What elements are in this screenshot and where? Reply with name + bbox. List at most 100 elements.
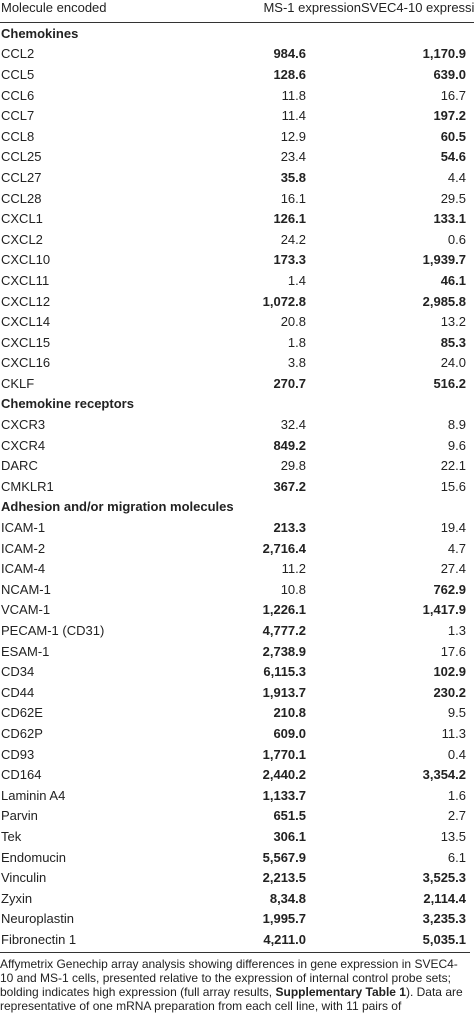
table-cell: PECAM-1 (CD31) [1,623,105,639]
table-row: CCL7 11.4 197.2 [0,105,474,126]
table-row: ICAM-4 11.2 27.4 [0,558,474,579]
table-cell: 4,777.2 [262,623,306,639]
table-cell: 0.6 [447,231,466,247]
section-row: Chemokine receptors [0,394,474,415]
table-cell: CXCL11 [1,272,50,288]
header-cell: SVEC4-10 expression [361,0,474,15]
footnote-text: ). Data are representative of one mRNA p… [0,984,463,1015]
table-cell: 849.2 [273,437,306,453]
table-row: CXCL15 1.8 85.3 [0,332,474,353]
table-cell: 24.0 [440,355,466,371]
table-cell: Laminin A4 [1,787,66,803]
table-cell: 126.1 [273,211,306,227]
table-row: CD62E 210.8 9.5 [0,703,474,724]
table-cell: 4.4 [447,169,466,185]
table-cell: 1.3 [447,623,466,639]
table-row: Endomucin 5,567.9 6.1 [0,847,474,868]
table-cell: CD93 [1,746,35,762]
table-cell: 20.8 [280,314,306,330]
table-row: CXCR4 849.2 9.6 [0,435,474,456]
table-row: CCL2 984.6 1,170.9 [0,44,474,65]
footnote-text: Affymetrix Genechip array analysis showi… [0,956,458,999]
table-cell: 210.8 [273,705,306,721]
table-cell: 213.3 [273,520,306,536]
table-cell: 6,115.3 [263,664,306,680]
table-row: CCL25 23.4 54.6 [0,147,474,168]
section-title: Adhesion and/or migration molecules [1,499,234,515]
table-cell: 35.8 [280,169,306,185]
table-cell: 32.4 [280,417,306,433]
table-cell: CXCL12 [1,293,51,309]
table-cell: 19.4 [440,520,466,536]
table-cell: CCL6 [1,87,35,103]
table-cell: 1.8 [287,334,306,350]
table-cell: 128.6 [273,66,306,82]
table-cell: ICAM-2 [1,540,46,556]
table-cell: 133.1 [433,211,466,227]
table-row: Laminin A4 1,133.7 1.6 [0,785,474,806]
section-row: Adhesion and/or migration molecules [0,497,474,518]
table-cell: 9.6 [447,437,466,453]
table-cell: 23.4 [280,149,306,165]
table-cell: 2,213.5 [262,870,306,886]
table-cell: 9.5 [447,705,466,721]
table-cell: 10.8 [280,581,306,597]
table-cell: 5,567.9 [262,849,306,865]
table-row: CD62P 609.0 11.3 [0,723,474,744]
table-cell: 762.9 [433,581,466,597]
table-cell: 270.7 [273,375,306,391]
table-row: CXCL2 24.2 0.6 [0,229,474,250]
table-row: CXCL1 126.1 133.1 [0,208,474,229]
table-row: ICAM-1 213.3 19.4 [0,517,474,538]
table-row: CXCR3 32.4 8.9 [0,414,474,435]
table-row: CD34 6,115.3 102.9 [0,661,474,682]
table-cell: 230.2 [433,684,466,700]
table-row: CXCL14 20.8 13.2 [0,311,474,332]
table-cell: CCL25 [1,149,42,165]
table-cell: 60.5 [440,128,466,144]
table-cell: CXCL16 [1,355,51,371]
table-cell: 1,995.7 [262,911,306,927]
table-row: Parvin 651.5 2.7 [0,806,474,827]
table-cell: 11.8 [281,87,306,103]
header-cell: MS-1 expression [263,0,361,15]
table-cell: NCAM-1 [1,581,51,597]
table-cell: Neuroplastin [1,911,74,927]
table-cell: ICAM-4 [1,561,46,577]
table-cell: CCL5 [1,66,35,82]
table-cell: 609.0 [273,725,306,741]
table-row: Fibronectin 1 4,211.0 5,035.1 [0,929,474,950]
table-row: NCAM-1 10.8 762.9 [0,579,474,600]
table-row: CCL6 11.8 16.7 [0,85,474,106]
table-cell: 3,525.3 [422,870,466,886]
header-cell: Molecule encoded [1,0,107,15]
table-cell: Endomucin [1,849,67,865]
table-cell: 2.7 [447,808,466,824]
table-row: CCL28 16.1 29.5 [0,188,474,209]
table-cell: 16.7 [440,87,466,103]
table-cell: 1,226.1 [262,602,306,618]
table-cell: 46.1 [440,272,466,288]
table-cell: 173.3 [273,252,306,268]
table-cell: 3,235.3 [422,911,466,927]
table-cell: 85.3 [440,334,466,350]
table-cell: 3,354.2 [422,767,466,783]
table-cell: Parvin [1,808,38,824]
table-cell: 11.4 [281,108,306,124]
table-cell: 639.0 [433,66,466,82]
table-row: ICAM-2 2,716.4 4.7 [0,538,474,559]
table-cell: 2,738.9 [262,643,306,659]
table-cell: 4.7 [447,540,466,556]
section-row: Chemokines [0,23,474,44]
table-row: Zyxin 8,34.8 2,114.4 [0,888,474,909]
table-cell: 4,211.0 [263,931,306,947]
table-cell: Zyxin [1,890,33,906]
table-row: CCL8 12.9 60.5 [0,126,474,147]
section-title: Chemokine receptors [1,396,134,412]
table-cell: 1,417.9 [422,602,466,618]
table-row: CXCL16 3.8 24.0 [0,353,474,374]
table-cell: 2,716.4 [262,540,306,556]
table-cell: CXCR3 [1,417,46,433]
table-row: ESAM-1 2,738.9 17.6 [0,641,474,662]
